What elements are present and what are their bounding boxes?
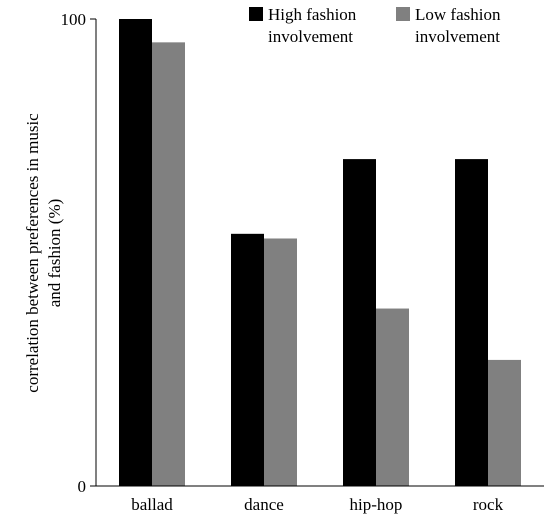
bars-group [119, 19, 521, 486]
x-tick-label-rock: rock [473, 495, 504, 514]
x-tick-labels-group: ballad dance hip-hop rock [131, 495, 503, 514]
legend-label-low: Low fashion [415, 5, 501, 24]
bar-rock-low [488, 359, 521, 486]
bar-rock-high [455, 159, 488, 486]
legend-label-high: involvement [268, 27, 353, 46]
y-tick-label: 100 [61, 10, 87, 29]
legend-swatch-low [396, 7, 410, 21]
axes-group [95, 19, 544, 487]
legend-label-high: High fashion [268, 5, 357, 24]
y-axis-label-line: correlation between preferences in music [23, 113, 42, 393]
bar-dance-high [231, 233, 264, 486]
bar-ballad-low [152, 42, 185, 486]
bar-hip-hop-low [376, 308, 409, 486]
y-ticks-group: 0 100 [61, 10, 96, 496]
y-axis-label-line: and fashion (%) [45, 199, 64, 308]
bar-hip-hop-high [343, 159, 376, 486]
y-tick-label: 0 [78, 477, 87, 496]
legend-label-low: involvement [415, 27, 500, 46]
y-axis-label: correlation between preferences in music… [23, 113, 64, 393]
x-tick-label-hip-hop: hip-hop [350, 495, 403, 514]
bar-dance-low [264, 238, 297, 486]
bar-ballad-high [119, 19, 152, 486]
x-tick-label-dance: dance [244, 495, 284, 514]
legend: High fashion involvement Low fashion involv… [249, 5, 501, 46]
x-tick-label-ballad: ballad [131, 495, 173, 514]
legend-swatch-high [249, 7, 263, 21]
